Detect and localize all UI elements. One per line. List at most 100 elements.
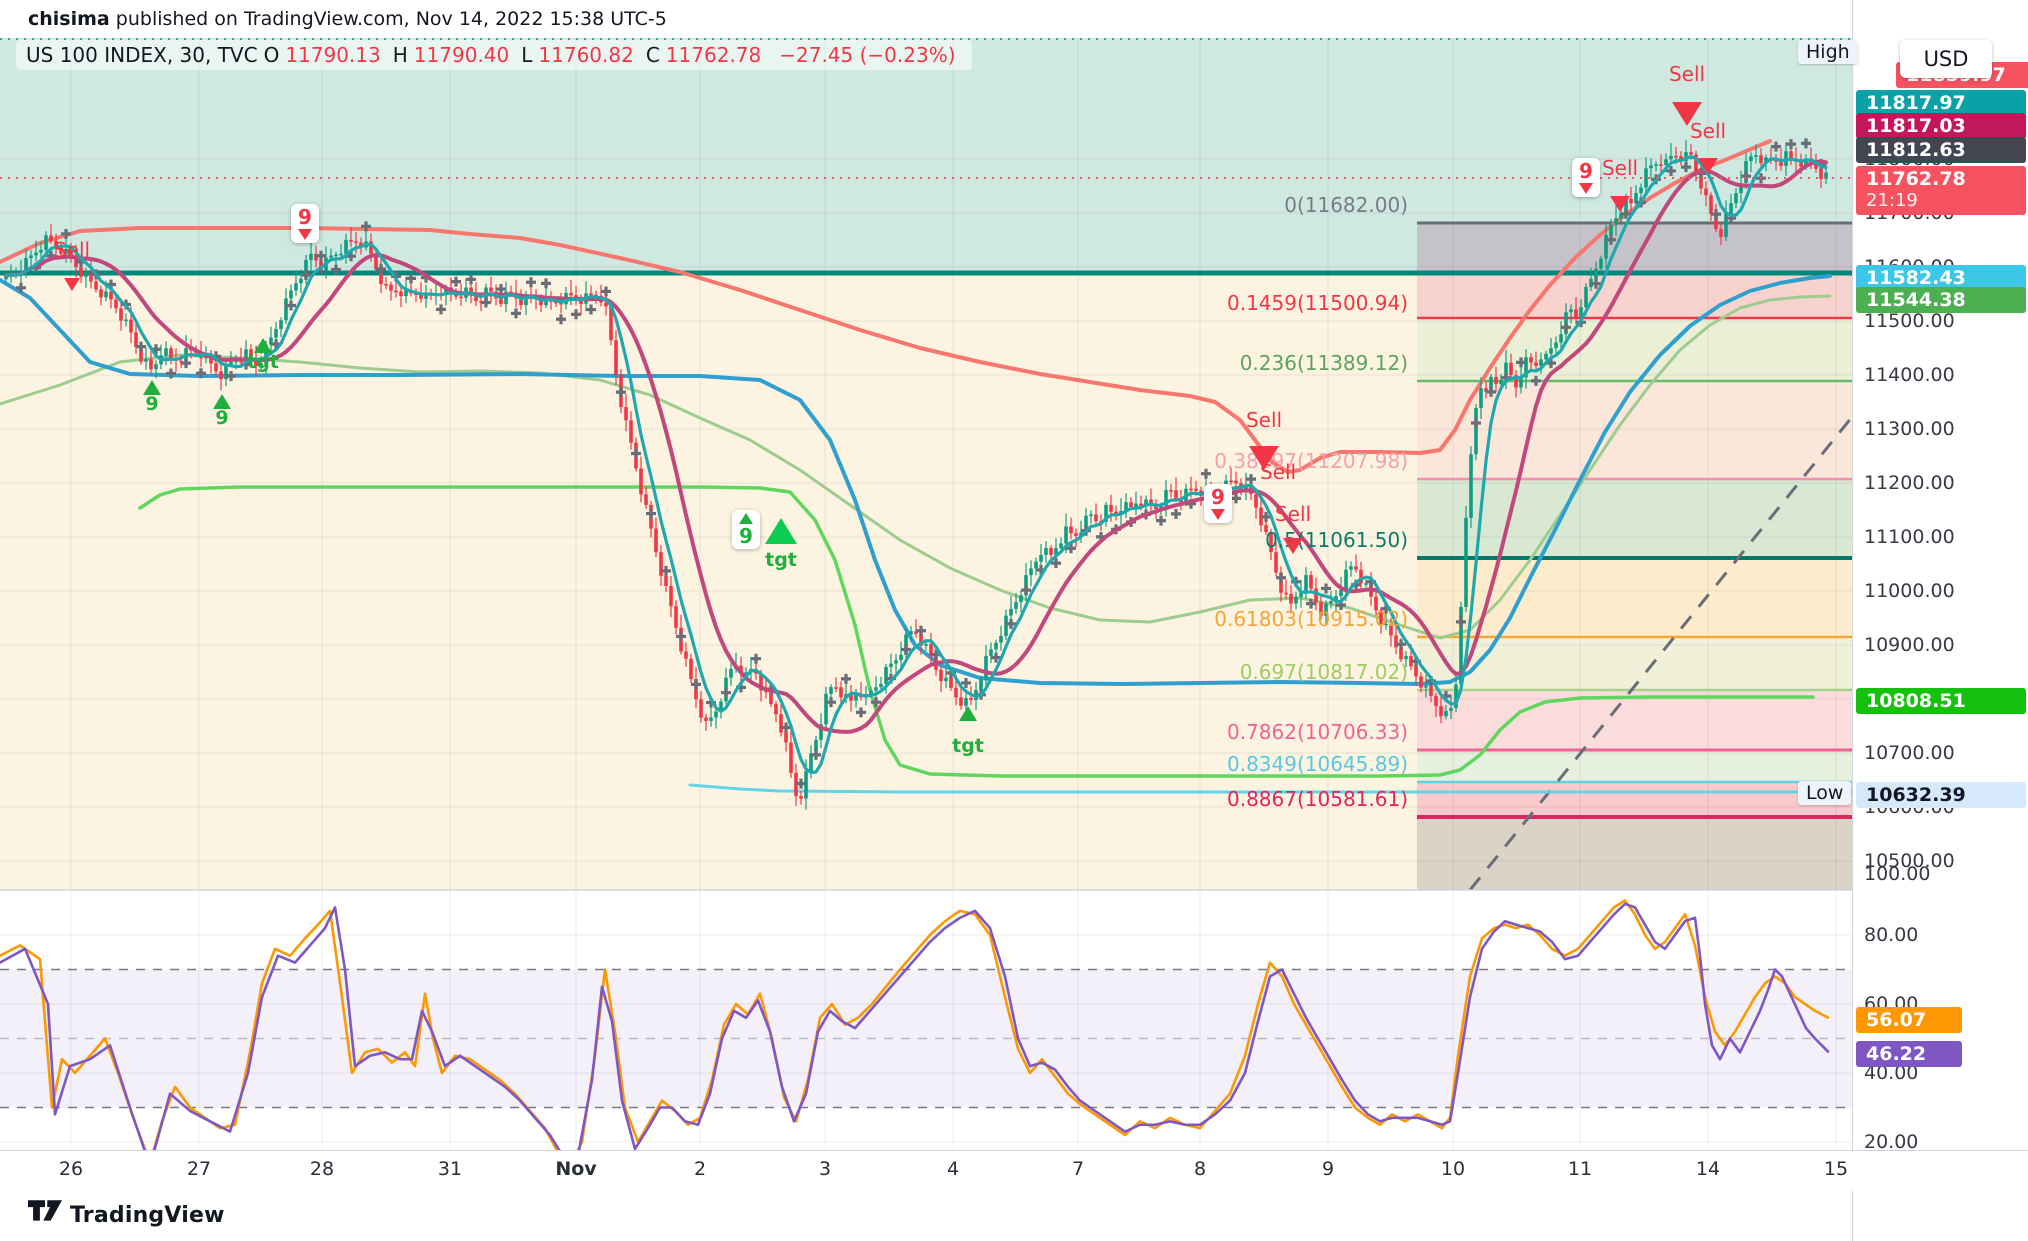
sell-signal-arrow-icon [1249, 446, 1279, 470]
sell-arrow-icon [298, 229, 312, 240]
date-label-8[interactable]: 8 [1193, 1158, 1207, 1180]
date-label-27[interactable]: 27 [186, 1158, 212, 1180]
buy-signal-label-tgt: tgt [765, 549, 797, 571]
high-tooltip: High [1798, 40, 1858, 64]
fib-label-0.38197: 0.38197(11207.98) [1214, 449, 1408, 473]
osc-value-label-46.22: 46.22 [1856, 1041, 1962, 1067]
price-tick-11000.00: 11000.00 [1864, 580, 1955, 602]
sell-count-badge: 9 [1204, 484, 1232, 523]
published-rest: published on TradingView.com, Nov 14, 20… [109, 8, 667, 30]
legend-o: O 11790.13 [263, 43, 381, 67]
legend-h: H 11790.40 [392, 43, 510, 67]
date-label-28[interactable]: 28 [309, 1158, 335, 1180]
price-label-11817.03: 11817.03 [1856, 113, 2026, 139]
buy-signal-arrow-icon [765, 518, 797, 544]
tradingview-logo[interactable]: TradingView [28, 1200, 225, 1230]
legend-c: C 11762.78 [645, 43, 762, 67]
price-label-11582.43: 11582.43 [1856, 265, 2026, 291]
date-label-11[interactable]: 11 [1567, 1158, 1593, 1180]
osc-value-label-56.07: 56.07 [1856, 1007, 1962, 1033]
price-label-10808.51: 10808.51 [1856, 688, 2026, 714]
sell-signal-arrow-icon [1283, 538, 1303, 554]
sell-signal-label: Sell [53, 238, 91, 262]
buy-signal-arrow-icon [143, 380, 161, 395]
fib-label-0.236: 0.236(11389.12) [1239, 351, 1408, 375]
sell-signal-arrow-icon [64, 278, 80, 291]
legend-change: −27.45 (−0.23%) [779, 43, 956, 67]
osc-tick-100.00: 100.00 [1864, 863, 1931, 885]
symbol-title[interactable]: US 100 INDEX, 30, TVC [26, 43, 258, 67]
price-tick-11400.00: 11400.00 [1864, 364, 1955, 386]
symbol-legend[interactable]: US 100 INDEX, 30, TVC O 11790.13 H 11790.40 L… [16, 40, 972, 70]
date-label-10[interactable]: 10 [1440, 1158, 1466, 1180]
buy-signal-arrow-icon [213, 394, 231, 409]
sell-arrow-icon [1211, 509, 1225, 520]
date-label-14[interactable]: 14 [1695, 1158, 1721, 1180]
buy-signal-label-9: 9 [145, 393, 159, 415]
price-tick-10900.00: 10900.00 [1864, 634, 1955, 656]
buy-count-badge: 9 [732, 510, 760, 549]
date-label-26[interactable]: 26 [58, 1158, 84, 1180]
legend-ohlc: O 11790.13 H 11790.40 L 11760.82 C 11762.78 [264, 43, 774, 67]
buy-signal-label-tgt: tgt [247, 351, 279, 373]
date-label-9[interactable]: 9 [1321, 1158, 1335, 1180]
buy-arrow-icon [739, 513, 753, 524]
fib-label-0.1459: 0.1459(11500.94) [1226, 291, 1408, 315]
sell-signal-label: Sell [1245, 408, 1283, 432]
sell-signal-label: Sell [1259, 460, 1297, 484]
price-tick-11200.00: 11200.00 [1864, 472, 1955, 494]
currency-toggle-button[interactable]: USD [1900, 40, 1992, 78]
time-axis[interactable] [0, 1150, 2028, 1191]
fib-label-0.8867: 0.8867(10581.61) [1226, 787, 1408, 811]
buy-signal-arrow-icon [959, 706, 977, 721]
sell-signal-label: Sell [1601, 156, 1639, 180]
sell-signal-label: Sell [1689, 119, 1727, 143]
price-tick-10700.00: 10700.00 [1864, 742, 1955, 764]
price-tick-11300.00: 11300.00 [1864, 418, 1955, 440]
published-line: chisima published on TradingView.com, No… [28, 8, 667, 30]
price-tick-11500.00: 11500.00 [1864, 310, 1955, 332]
price-tick-10500.00: 10500.00 [1864, 850, 1955, 872]
osc-tick-80.00: 80.00 [1864, 924, 1919, 946]
date-label-7[interactable]: 7 [1071, 1158, 1085, 1180]
price-label-11544.38: 11544.38 [1856, 287, 2026, 313]
fib-label-0.7862: 0.7862(10706.33) [1226, 720, 1408, 744]
last-price-label: 11762.78 21:19 [1856, 166, 2026, 215]
osc-tick-40.00: 40.00 [1864, 1062, 1919, 1084]
fib-label-0.8349: 0.8349(10645.89) [1226, 752, 1408, 776]
sell-arrow-icon [1579, 183, 1593, 194]
buy-signal-label-9: 9 [215, 407, 229, 429]
fib-label-0: 0(11682.00) [1284, 193, 1408, 217]
date-label-31[interactable]: 31 [437, 1158, 463, 1180]
buy-signal-arrow-icon [254, 338, 272, 353]
buy-signal-label-tgt: tgt [952, 735, 984, 757]
sell-count-badge: 9 [1572, 158, 1600, 197]
bar-countdown: 21:19 [1866, 190, 1918, 211]
low-tooltip: Low [1798, 781, 1852, 805]
publisher-name: chisima [28, 8, 110, 30]
fib-label-0.61803: 0.61803(10915.02) [1214, 607, 1408, 631]
date-label-2[interactable]: 2 [693, 1158, 707, 1180]
price-label-11817.97: 11817.97 [1856, 90, 2026, 116]
date-label-3[interactable]: 3 [818, 1158, 832, 1180]
sell-signal-label: Sell [1668, 62, 1706, 86]
sell-signal-arrow-icon [1610, 196, 1630, 212]
legend-l: L 11760.82 [521, 43, 634, 67]
price-label-11812.63: 11812.63 [1856, 137, 2026, 163]
tradingview-logo-icon [28, 1200, 62, 1221]
fib-label-0.697: 0.697(10817.02) [1239, 660, 1408, 684]
sell-count-badge: 9 [291, 204, 319, 243]
date-label-4[interactable]: 4 [946, 1158, 960, 1180]
tradingview-logo-text: TradingView [70, 1202, 225, 1228]
sell-signal-label: Sell [1274, 502, 1312, 526]
price-tick-11100.00: 11100.00 [1864, 526, 1955, 548]
date-label-15[interactable]: 15 [1823, 1158, 1849, 1180]
price-label-10632.39: 10632.39 [1856, 782, 2026, 808]
last-price-value: 11762.78 [1866, 168, 1966, 190]
osc-tick-20.00: 20.00 [1864, 1131, 1919, 1153]
sell-signal-arrow-icon [1672, 102, 1702, 126]
sell-signal-arrow-icon [1698, 158, 1718, 174]
date-label-Nov[interactable]: Nov [555, 1158, 597, 1180]
